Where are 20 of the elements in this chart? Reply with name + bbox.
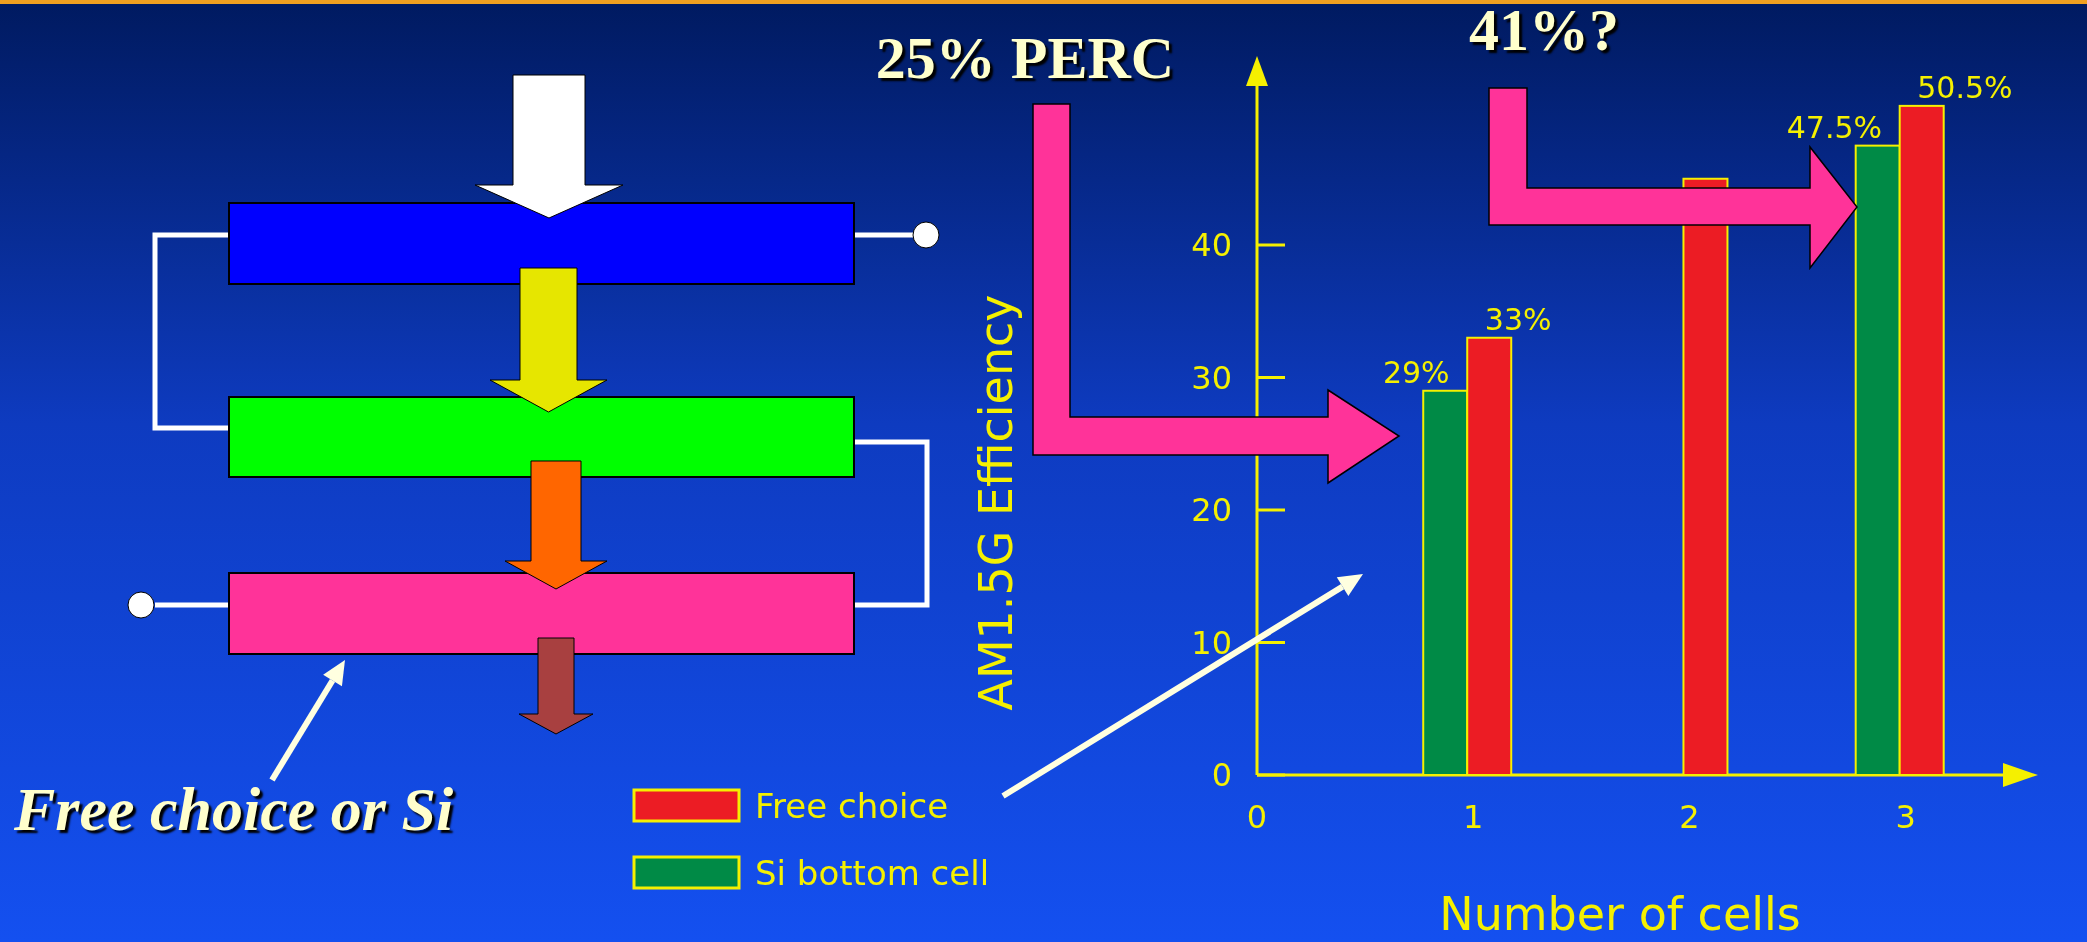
data-label: 29%	[1382, 354, 1450, 390]
x-tick-label: 1	[1463, 798, 1484, 836]
data-label: 50.5%	[1917, 69, 2013, 105]
y-tick-label: 0	[1211, 756, 1232, 795]
x-tick-label: 2	[1679, 798, 1700, 836]
y-tick-label: 40	[1191, 226, 1232, 265]
legend-label: Si bottom cell	[755, 852, 990, 893]
text: 41%?	[1469, 0, 1619, 63]
text: Free choice or Si	[13, 775, 454, 843]
y-tick-label: 20	[1191, 491, 1232, 530]
y-axis-title: AM1.5G Efficiency	[969, 294, 1023, 711]
legend-label: Free choice	[755, 785, 949, 826]
y-tick-label: 10	[1191, 623, 1232, 662]
y-tick-label: 30	[1191, 358, 1232, 397]
data-label: 47.5%	[1786, 109, 1883, 145]
x-tick-label: 0	[1246, 798, 1268, 836]
x-tick-label: 3	[1895, 798, 1916, 836]
text: 25% PERC	[875, 25, 1175, 91]
data-label: 33%	[1484, 301, 1552, 337]
x-axis-title: Number of cells	[1439, 887, 1801, 941]
